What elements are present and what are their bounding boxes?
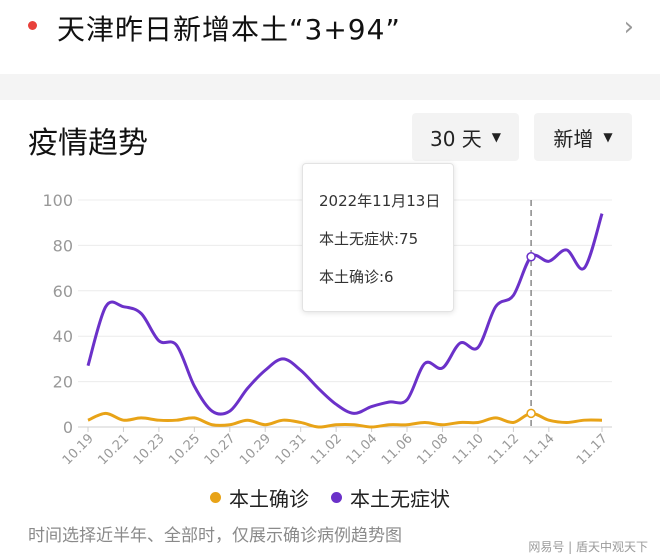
x-tick-label: 10.23 — [131, 431, 168, 468]
y-tick-label: 100 — [42, 191, 73, 210]
y-tick-label: 60 — [53, 282, 73, 301]
range-dropdown-label: 30 天 — [429, 126, 482, 151]
y-tick-label: 0 — [63, 418, 73, 437]
footnote: 时间选择近半年、全部时，仅展示确诊病例趋势图 — [28, 526, 402, 546]
chart-legend: 本土确诊 本土无症状 — [0, 484, 660, 511]
mode-dropdown-label: 新增 — [553, 126, 594, 151]
x-tick-label: 10.31 — [273, 431, 310, 468]
x-tick-label: 11.17 — [574, 431, 611, 468]
x-tick-label: 10.27 — [202, 431, 239, 468]
mode-dropdown[interactable]: 新增 ▼ — [534, 113, 632, 161]
x-tick-label: 11.02 — [308, 431, 345, 468]
tooltip-asymptomatic: 本土无症状:75 — [319, 230, 419, 248]
chart-tooltip: 2022年11月13日 本土无症状:75 本土确诊:6 — [302, 163, 454, 312]
red-dot-icon — [28, 21, 37, 30]
caret-down-icon: ▼ — [603, 130, 613, 144]
watermark: 网易号 | 盾天中观天下 — [528, 540, 648, 554]
legend-swatch-confirmed — [210, 491, 221, 503]
caret-down-icon: ▼ — [491, 130, 502, 144]
x-tick-label: 11.14 — [521, 431, 558, 468]
x-tick-label: 11.06 — [379, 431, 416, 468]
y-tick-label: 20 — [53, 373, 73, 392]
range-dropdown[interactable]: 30 天 ▼ — [412, 113, 519, 161]
y-tick-label: 40 — [53, 327, 73, 346]
tooltip-confirmed: 本土确诊:6 — [319, 268, 394, 286]
series-line-confirmed — [87, 411, 603, 429]
x-tick-label: 10.21 — [95, 431, 132, 468]
x-tick-label: 11.12 — [485, 431, 522, 468]
x-tick-label: 10.29 — [237, 431, 274, 468]
data-point — [526, 408, 536, 419]
tooltip-date: 2022年11月13日 — [319, 192, 441, 210]
series-line-asymptomatic — [86, 213, 604, 416]
headline-bar[interactable]: 天津昨日新增本土“3+94” › — [0, 0, 660, 58]
legend-label-confirmed: 本土确诊 — [229, 486, 309, 511]
legend-item-asymptomatic[interactable]: 本土无症状 — [331, 484, 450, 511]
x-tick-label: 11.04 — [343, 431, 380, 468]
section-title: 疫情趋势 — [28, 126, 148, 161]
legend-label-asymptomatic: 本土无症状 — [350, 486, 450, 511]
chevron-right-icon[interactable]: › — [623, 12, 634, 42]
x-tick-label: 11.08 — [414, 431, 451, 468]
x-tick-label: 10.25 — [166, 431, 203, 468]
legend-swatch-asymptomatic — [331, 491, 342, 503]
headline-title[interactable]: 天津昨日新增本土“3+94” — [57, 13, 401, 46]
data-point — [526, 252, 536, 262]
section-separator — [0, 74, 660, 100]
y-tick-label: 80 — [53, 236, 73, 255]
trend-chart[interactable]: 02040608010010.1910.2110.2310.2510.2710.… — [0, 160, 660, 480]
x-tick-label: 11.10 — [450, 431, 487, 468]
legend-item-confirmed[interactable]: 本土确诊 — [210, 484, 309, 511]
